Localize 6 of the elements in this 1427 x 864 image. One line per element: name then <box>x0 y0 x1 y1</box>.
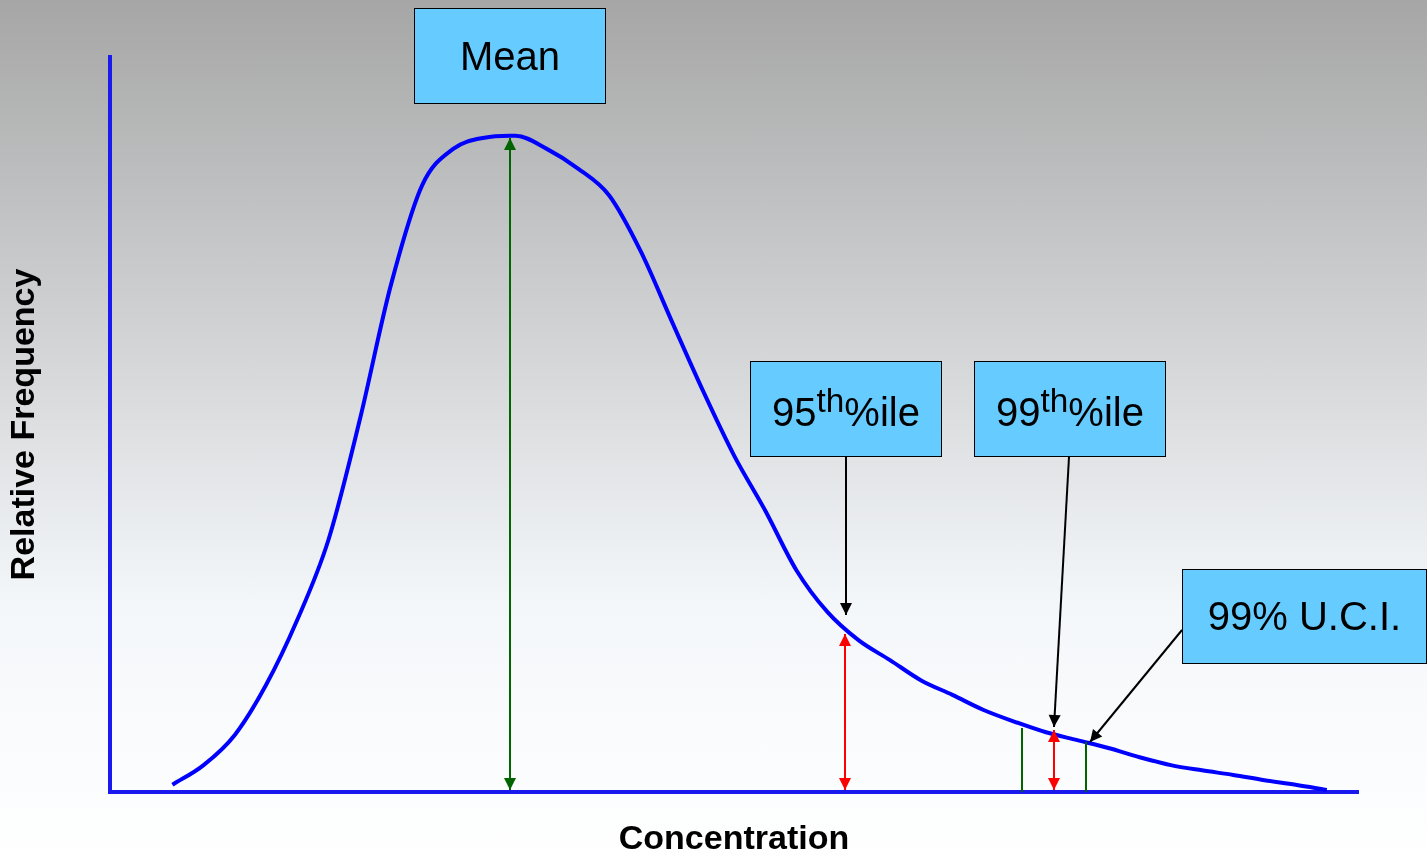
text: Mean <box>459 33 561 79</box>
x-axis-title: Concentration <box>618 817 850 856</box>
annotation: 99% U.C.I. <box>1207 594 1402 639</box>
y-axis-title: Relative Frequency <box>2 268 41 581</box>
annotation: 95$^{th}$%ile <box>772 382 920 436</box>
annotation: 99$^{th}$%ile <box>996 382 1144 436</box>
